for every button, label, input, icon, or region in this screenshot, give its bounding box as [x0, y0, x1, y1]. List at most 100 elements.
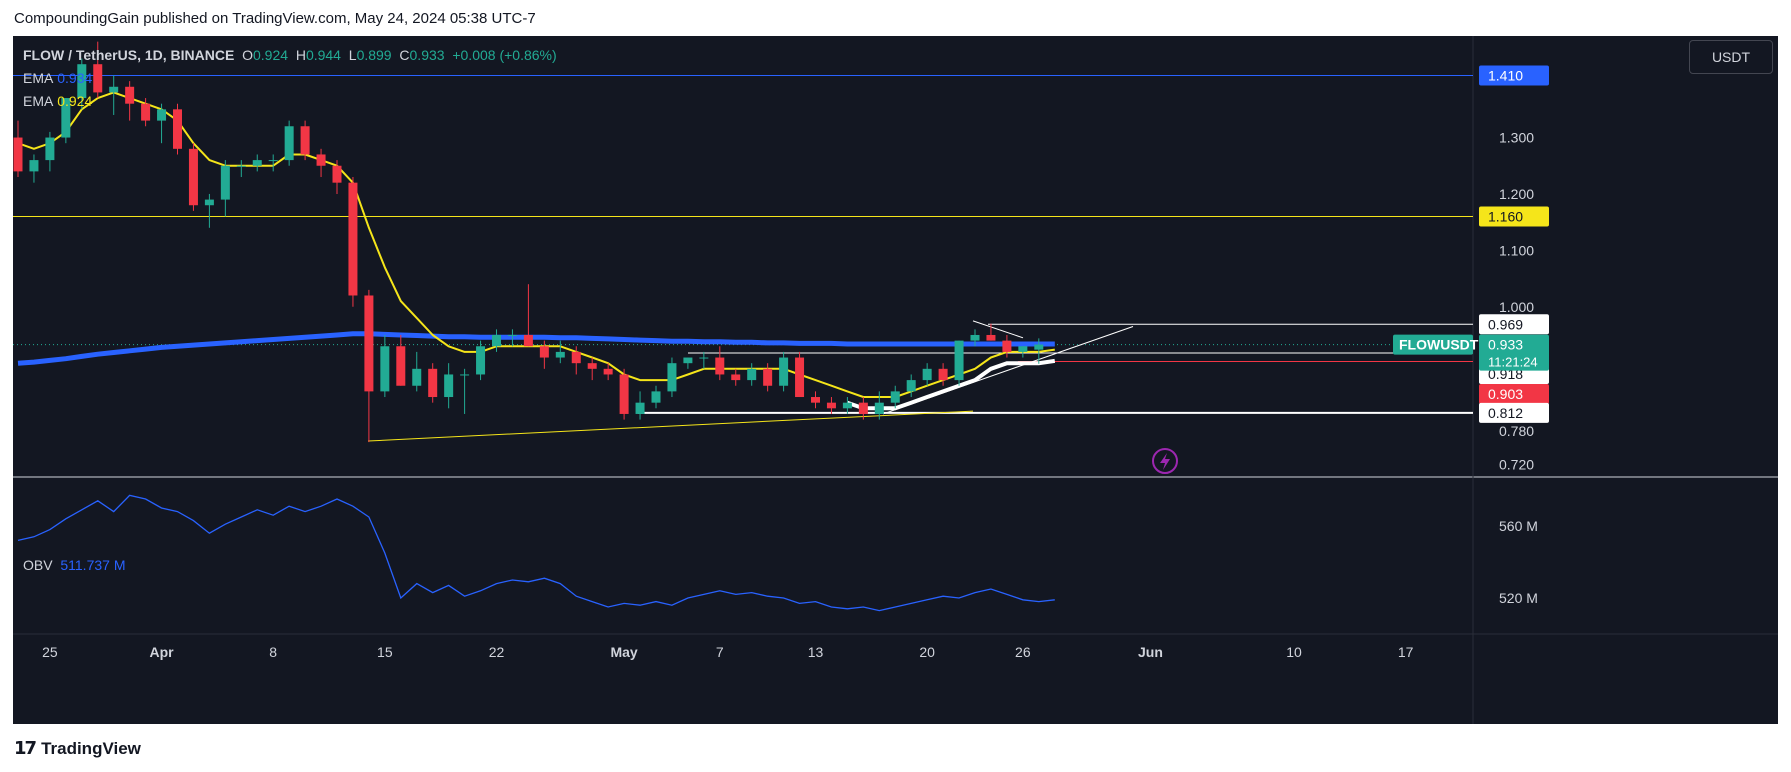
currency-button[interactable]: USDT	[1689, 40, 1773, 74]
time-tick-6: 7	[716, 644, 724, 660]
price-label-bg	[1479, 384, 1549, 404]
candle-62	[1002, 334, 1012, 358]
ema-fast-line	[17, 91, 1055, 398]
candle-8	[141, 98, 151, 127]
price-label-text: 0.903	[1488, 386, 1523, 402]
price-tick-5: 0.720	[1499, 457, 1534, 473]
obv-value: 511.737 M	[60, 557, 126, 573]
candle-body	[826, 402, 836, 409]
obv-layer	[17, 494, 1055, 612]
time-tick-4: 22	[489, 644, 505, 660]
low-value: 0.899	[356, 47, 392, 63]
ema-fast-label[interactable]: EMA	[23, 70, 54, 86]
candle-43	[699, 351, 709, 369]
candle-body	[1034, 344, 1044, 350]
candle-body	[763, 368, 773, 386]
candle-body	[1002, 340, 1012, 352]
open-value: 0.924	[252, 47, 289, 63]
candle-body	[188, 148, 198, 206]
candle-18	[300, 120, 310, 161]
price-chart-svg[interactable]: 1.300 1.200 1.100 1.000 0.780 0.720 560 M 520 M…	[13, 36, 1778, 724]
published-caption: CompoundingGain published on TradingView…	[14, 10, 536, 27]
candle-body	[332, 165, 342, 183]
candle-15	[252, 154, 262, 172]
candle-body	[890, 391, 900, 403]
candle-23	[380, 334, 390, 398]
candle-6	[109, 75, 119, 115]
candles-layer	[13, 41, 1044, 443]
candle-body	[268, 160, 278, 162]
obv-label[interactable]: OBV	[23, 557, 53, 573]
grid-layer	[13, 36, 1778, 724]
candle-61	[986, 323, 996, 341]
countdown-text: 11:21:24	[1488, 355, 1538, 370]
price-label-bg	[1479, 206, 1549, 227]
candle-body	[252, 160, 262, 166]
candle-36	[587, 357, 597, 381]
candle-body	[635, 402, 645, 414]
candle-body	[141, 103, 151, 121]
price-label-0.903: 0.903	[1479, 384, 1549, 404]
price-label-text: 1.160	[1488, 209, 1523, 225]
candle-56	[906, 374, 916, 398]
candle-11	[188, 143, 198, 211]
candle-body	[795, 357, 805, 398]
price-tick-1: 1.200	[1499, 186, 1534, 202]
lightning-icon-ring	[1152, 448, 1178, 474]
candle-38	[619, 368, 629, 420]
candle-53	[858, 397, 868, 420]
axis-layer: 1.300 1.200 1.100 1.000 0.780 0.720 560 M 520 M…	[42, 130, 1538, 660]
obv-legend: OBV 511.737 M	[23, 557, 125, 573]
candle-60	[970, 329, 980, 347]
symbol-tag-text: FLOWUSDT	[1399, 337, 1479, 353]
price-label-0.969: 0.969	[1479, 314, 1549, 335]
candle-27	[444, 363, 454, 409]
candle-body	[125, 86, 135, 104]
time-tick-1: Apr	[149, 644, 174, 660]
close-value: 0.933	[409, 47, 445, 63]
candle-4	[77, 58, 87, 110]
time-tick-10: Jun	[1138, 644, 1163, 660]
candle-22	[364, 289, 374, 443]
candle-17	[284, 120, 294, 166]
candle-body	[173, 109, 182, 149]
candle-body	[93, 64, 103, 93]
candle-body	[45, 137, 55, 161]
drawing-layer	[13, 74, 1473, 442]
candle-42	[683, 357, 693, 369]
candle-body	[603, 368, 613, 375]
candle-64	[1034, 338, 1044, 364]
ema-slow-label[interactable]: EMA	[23, 93, 54, 109]
candle-body	[683, 357, 693, 364]
symbol-title[interactable]: FLOW / TetherUS, 1D, BINANCE	[23, 47, 235, 63]
candle-12	[204, 193, 214, 228]
chart-panel[interactable]: 1.300 1.200 1.100 1.000 0.780 0.720 560 M 520 M…	[13, 36, 1778, 724]
candle-51	[826, 397, 836, 414]
price-label-bg	[1479, 314, 1549, 335]
candle-2	[45, 131, 55, 172]
time-tick-8: 20	[919, 644, 935, 660]
candle-body	[747, 368, 757, 381]
candle-body	[587, 363, 597, 369]
candle-body	[699, 357, 709, 359]
candle-body	[1018, 346, 1028, 352]
change-value: +0.008 (+0.86%)	[452, 47, 557, 63]
candle-body	[938, 368, 948, 381]
candle-body	[364, 295, 374, 392]
candle-9	[157, 103, 167, 144]
candle-13	[220, 160, 230, 217]
candle-body	[284, 126, 294, 161]
candle-7	[125, 81, 135, 121]
candle-body	[316, 154, 326, 166]
candle-body	[779, 357, 789, 386]
price-label-1.160: 1.160	[1479, 206, 1549, 227]
candle-28	[460, 368, 470, 414]
time-tick-7: 13	[808, 644, 824, 660]
candle-54	[874, 391, 884, 420]
candle-body	[731, 374, 741, 381]
candle-body	[13, 137, 23, 172]
candle-body	[61, 98, 71, 138]
footer-brand[interactable]: 𝟭𝟳 TradingView	[14, 738, 141, 759]
candle-body	[236, 165, 246, 167]
candle-body	[811, 397, 820, 403]
